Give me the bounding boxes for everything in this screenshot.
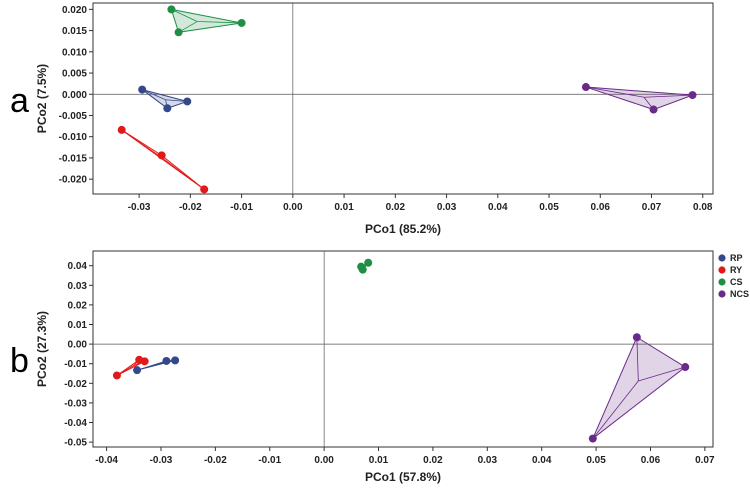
- plot-frame: [92, 250, 714, 448]
- x-tick-label: 0.02: [423, 455, 443, 466]
- centroid-spoke-ncs: [643, 94, 693, 98]
- point-ncs: [632, 333, 641, 342]
- legend-label-ry: RY: [730, 265, 742, 275]
- y-tick-label: 0.01: [68, 320, 88, 331]
- centroid-spoke-cs: [171, 9, 198, 22]
- panel-letter: b: [10, 342, 29, 380]
- plot-frame: [92, 2, 714, 195]
- y-tick-label: 0.015: [62, 26, 87, 37]
- y-tick-label: 0.00: [68, 340, 88, 351]
- point-ncs: [688, 91, 697, 100]
- x-tick-label: -0.03: [150, 455, 173, 466]
- y-tick-label: 0.010: [62, 47, 87, 58]
- point-ncs: [649, 105, 658, 114]
- legend-label-rp: RP: [730, 253, 743, 263]
- point-cs: [358, 265, 367, 274]
- point-ry: [140, 357, 149, 366]
- legend: RP RY CS NCS: [718, 253, 749, 299]
- point-rp: [138, 85, 147, 94]
- x-tick-label: 0.04: [532, 455, 552, 466]
- y-tick-label: 0.005: [62, 69, 87, 80]
- point-rp: [183, 97, 192, 106]
- centroid-spoke-ncs: [592, 380, 639, 439]
- x-axis-label: PCo1 (57.8%): [365, 470, 441, 484]
- x-tick-label: 0.03: [437, 202, 457, 213]
- panel-a: -0.03 -0.02 -0.01 0.00 0.01 0.02 0.03 0.04 0.05 0…: [10, 2, 714, 236]
- centroid-spoke-ncs: [585, 86, 645, 98]
- y-tick-label: -0.03: [64, 398, 87, 409]
- point-ry: [200, 185, 209, 194]
- legend-marker-ncs: [718, 290, 726, 298]
- legend-label-ncs: NCS: [730, 289, 749, 299]
- point-cs: [167, 5, 176, 14]
- legend-marker-ry: [718, 266, 726, 274]
- point-cs: [237, 18, 246, 27]
- x-tick-label: 0.06: [641, 455, 661, 466]
- point-rp: [133, 366, 142, 375]
- x-tick-label: -0.01: [230, 202, 253, 213]
- point-rp: [162, 356, 171, 365]
- y-tick-label: 0.020: [62, 5, 87, 16]
- y-tick-label: -0.01: [64, 359, 87, 370]
- point-ncs: [681, 363, 690, 372]
- x-tick-label: -0.04: [95, 455, 118, 466]
- point-rp: [171, 356, 180, 365]
- x-axis-label: PCo1 (85.2%): [365, 222, 441, 236]
- y-tick-label: -0.020: [59, 175, 88, 186]
- centroid-spoke-cs: [197, 21, 242, 24]
- point-ncs: [581, 83, 590, 92]
- point-rp: [163, 104, 172, 113]
- x-tick-label: 0.06: [591, 202, 611, 213]
- point-ncs: [588, 434, 597, 443]
- y-tick-label: 0.03: [68, 281, 88, 292]
- x-tick-label: 0.08: [693, 202, 713, 213]
- centroid-spoke-rp: [142, 89, 166, 101]
- group-hull-cs: [170, 8, 242, 33]
- x-tick-label: 0.01: [369, 455, 389, 466]
- y-tick-label: -0.04: [64, 418, 87, 429]
- panel-b: -0.04 -0.03 -0.02 -0.01 0.00 0.01 0.02 0.03 0.04…: [10, 250, 715, 484]
- legend-marker-rp: [718, 254, 726, 262]
- x-tick-label: 0.02: [386, 202, 406, 213]
- y-axis-label: PCo2 (7.5%): [35, 64, 49, 133]
- point-cs: [364, 258, 373, 267]
- point-ry: [117, 125, 126, 134]
- centroid-spoke-ry: [121, 129, 163, 159]
- x-tick-label: 0.07: [695, 455, 715, 466]
- legend-label-cs: CS: [730, 277, 743, 287]
- x-tick-label: -0.03: [128, 202, 151, 213]
- y-axis-label: PCo2 (27.3%): [35, 311, 49, 387]
- x-tick-label: 0.05: [539, 202, 559, 213]
- y-tick-label: -0.05: [64, 438, 87, 449]
- x-tick-label: 0.00: [283, 202, 303, 213]
- y-tick-label: 0.000: [62, 90, 87, 101]
- y-tick-label: -0.02: [64, 379, 87, 390]
- y-tick-label: 0.04: [68, 261, 88, 272]
- group-hull-ry: [121, 129, 205, 190]
- x-tick-label: 0.07: [642, 202, 662, 213]
- centroid-spoke-ncs: [636, 337, 639, 381]
- centroid-spoke-ry: [162, 157, 205, 190]
- y-tick-label: -0.015: [59, 153, 88, 164]
- x-tick-label: 0.04: [488, 202, 508, 213]
- group-hull-ncs: [592, 336, 687, 439]
- legend-marker-cs: [718, 278, 726, 286]
- x-tick-label: -0.01: [258, 455, 281, 466]
- x-tick-label: -0.02: [204, 455, 227, 466]
- y-tick-label: -0.010: [59, 132, 88, 143]
- x-tick-label: 0.00: [314, 455, 334, 466]
- x-tick-label: -0.02: [179, 202, 202, 213]
- centroid-spoke-ncs: [638, 366, 686, 382]
- x-tick-label: 0.01: [334, 202, 354, 213]
- x-tick-label: 0.05: [586, 455, 606, 466]
- point-cs: [174, 28, 183, 37]
- y-tick-label: 0.02: [68, 300, 88, 311]
- x-tick-label: 0.03: [478, 455, 498, 466]
- y-tick-label: -0.005: [59, 111, 88, 122]
- panel-letter: a: [10, 82, 29, 120]
- point-ry: [157, 151, 166, 160]
- point-ry: [112, 371, 121, 380]
- group-hull-ncs: [585, 86, 693, 111]
